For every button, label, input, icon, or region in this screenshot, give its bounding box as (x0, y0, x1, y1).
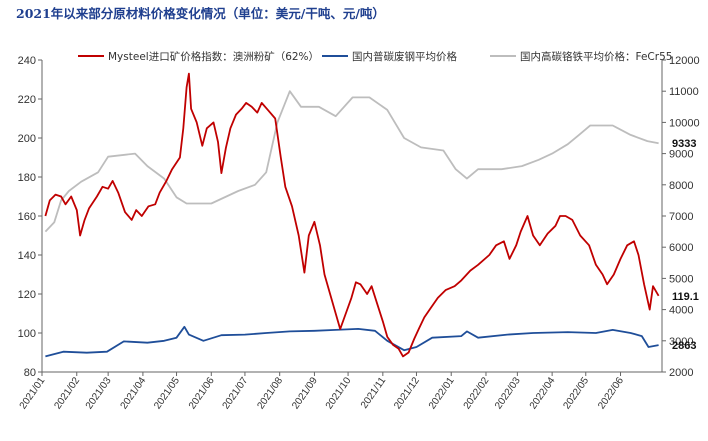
x-tick-label: 2021/06 (187, 375, 217, 411)
y-right-tick-label: 6000 (669, 242, 693, 254)
y-left-tick-label: 80 (24, 367, 36, 379)
legend-label-2: 国内普碳废钢平均价格 (352, 50, 457, 63)
y-left-tick-label: 100 (18, 328, 36, 340)
y-right-tick-label: 4000 (669, 305, 693, 317)
y-left-tick-label: 220 (18, 94, 36, 106)
x-tick-label: 2021/01 (18, 375, 48, 411)
y-right-tick-label: 7000 (669, 211, 693, 223)
axes: 80 100 120 140 160 180 200 220 240 2000 3000 4000 50… (18, 55, 700, 411)
series-line-3 (44, 90, 659, 233)
end-labels: 119.1 2863 9333 (672, 138, 699, 352)
y-left-tick-label: 240 (18, 55, 36, 67)
y-right-tick-label: 12000 (669, 55, 700, 67)
plot-area (44, 72, 660, 358)
legend-label-3: 国内高碳铬铁平均价格：FeCr55 (520, 50, 672, 63)
x-tick-label: 2022/04 (528, 375, 558, 411)
series-line-2 (45, 325, 659, 358)
end-label-3: 9333 (672, 138, 696, 150)
y-left-tick-label: 200 (18, 133, 36, 145)
x-tick-label: 2021/04 (119, 375, 149, 411)
y-right-tick-label: 3000 (669, 336, 693, 348)
legend-label-1: Mysteel进口矿价格指数：澳洲粉矿（62%） (108, 50, 319, 63)
x-tick-label: 2022/05 (561, 375, 591, 411)
end-label-1: 119.1 (672, 291, 699, 303)
x-tick-label: 2021/10 (324, 375, 354, 411)
series-line-1 (44, 72, 660, 358)
y-right-tick-label: 9000 (669, 149, 693, 161)
x-tick-label: 2021/05 (152, 375, 182, 411)
y-left-tick-label: 180 (18, 172, 36, 184)
y-right-tick-label: 8000 (669, 180, 693, 192)
y-right-tick-label: 2000 (669, 367, 693, 379)
x-tick-label: 2021/02 (52, 375, 82, 411)
x-tick-label: 2022/01 (427, 375, 457, 411)
end-label-2: 2863 (672, 340, 696, 352)
x-tick-label: 2021/09 (290, 375, 320, 411)
x-tick-label: 2021/07 (221, 375, 251, 411)
y-right-tick-label: 11000 (669, 86, 699, 98)
y-right-tick-label: 10000 (669, 117, 700, 129)
x-tick-label: 2022/06 (596, 375, 626, 411)
y-left-tick-label: 160 (18, 211, 36, 223)
x-tick-label: 2021/12 (392, 375, 422, 411)
chart-title: 2021年以来部分原材料价格变化情况（单位：美元/干吨、元/吨） (16, 6, 385, 21)
x-tick-label: 2022/02 (462, 375, 492, 411)
x-tick-label: 2021/11 (359, 375, 389, 411)
x-tick-label: 2022/03 (493, 375, 523, 411)
legend: Mysteel进口矿价格指数：澳洲粉矿（62%） 国内普碳废钢平均价格 国内高碳铬铁… (78, 50, 672, 63)
x-tick-label: 2021/08 (255, 375, 285, 411)
x-tick-label: 2021/03 (84, 375, 114, 411)
y-right-tick-label: 5000 (669, 273, 693, 285)
y-left-tick-label: 120 (18, 289, 36, 301)
y-left-tick-label: 140 (18, 250, 36, 262)
